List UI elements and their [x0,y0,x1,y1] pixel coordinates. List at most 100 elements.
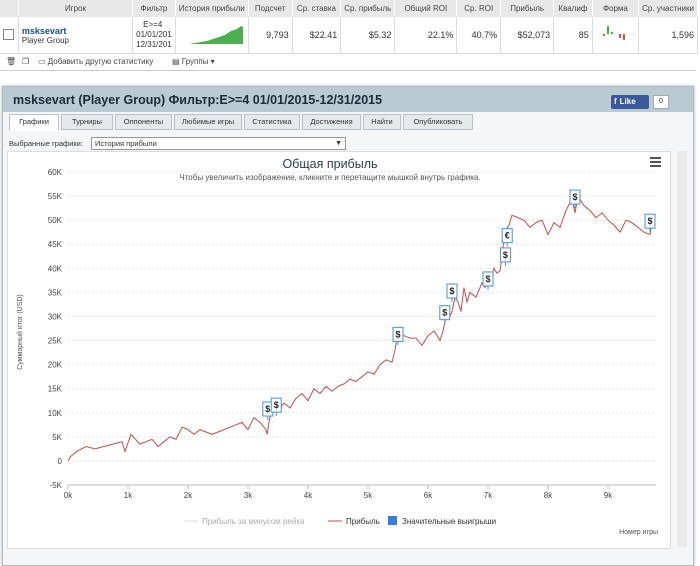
big-win-marker[interactable]: $ [569,189,581,209]
trash-icon[interactable]: 🗑 [6,57,17,66]
header-filter[interactable]: Фильтр [132,0,176,17]
add-stats-button[interactable]: ▭ Добавить другую статистику [38,57,154,66]
header-avg-entrants[interactable]: Ср. участники [638,0,698,17]
header-avg-stake[interactable]: Ср. ставка [292,0,342,17]
avg-roi-value: 40.7% [456,17,502,54]
big-win-marker[interactable]: $ [270,397,282,417]
player-name-link[interactable]: msksevart [21,25,67,36]
legend-item-wins[interactable]: Значительные выигрыши [402,517,496,526]
add-stats-label: Добавить другую статистику [47,57,154,66]
copy-icon[interactable]: ❐ [22,57,30,66]
x-tick-label: 4k [304,491,313,500]
y-tick-label: 60K [48,168,63,177]
tab-achievements[interactable]: Достижения [302,114,361,130]
profit-chart-container[interactable]: Общая прибыль Чтобы увеличить изображени… [7,151,671,549]
header-player[interactable]: Игрок [18,0,134,17]
filter-line: 01/01/201 [136,30,172,39]
x-tick-label: 7k [484,491,493,500]
y-tick-label: 10K [48,409,63,418]
tab-statistics[interactable]: Статистика [244,114,300,130]
fb-like-button[interactable]: f Like [611,95,649,109]
big-win-label: $ [442,308,447,318]
big-win-marker[interactable]: $ [439,305,451,324]
x-tick-label: 1k [124,491,133,500]
x-tick-label: 5k [364,491,373,500]
filter-cell: E>=4 01/01/201 12/31/201 [132,17,176,54]
header-form[interactable]: Форма [592,0,640,17]
chart-subtitle: Чтобы увеличить изображение, кликните и … [179,173,480,182]
form-bars [599,26,636,40]
y-tick-label: 15K [48,385,63,394]
player-panel: msksevart (Player Group) Фильтр:E>=4 01/… [2,86,694,566]
y-tick-label: 0 [58,457,63,466]
tab-publish[interactable]: Опубликовать [403,114,473,130]
qualif-value: 85 [553,17,593,54]
tab-find[interactable]: Найти [363,114,401,130]
profit-chart[interactable]: Общая прибыль Чтобы увеличить изображени… [8,152,670,548]
y-tick-label: 50K [48,216,63,225]
y-tick-label: 5K [52,433,62,442]
y-tick-label: 30K [48,312,63,321]
header-total-roi[interactable]: Общий ROI [394,0,458,17]
stats-header-row: Игрок Фильтр История прибыли Подсчет Ср.… [0,0,698,17]
big-win-marker[interactable]: € [501,228,513,247]
groups-label: Группы [181,57,209,66]
y-tick-label: -5K [50,481,63,490]
total-roi-value: 22.1% [394,17,458,54]
y-tick-label: 35K [48,288,63,297]
big-win-label: $ [395,329,400,339]
filter-line: 12/31/201 [136,40,172,49]
big-win-label: $ [485,274,490,284]
chevron-down-icon: ▼ [335,140,342,147]
big-win-marker[interactable]: $ [446,283,458,303]
big-win-label: $ [647,216,652,226]
y-tick-label: 40K [48,264,63,273]
y-axis-ticks: -5K 0 5K 10K 15K 20K 25K 30K 35K 40K 45K 50K 55K 60K [48,168,63,490]
profit-history-sparkline[interactable] [175,17,249,54]
row-checkbox[interactable] [3,28,14,40]
menu-icon[interactable] [650,157,661,167]
panel-title: msksevart (Player Group) Фильтр:E>=4 01/… [13,93,383,107]
tab-opponents[interactable]: Оппоненты [115,114,172,130]
big-win-marker[interactable]: $ [644,213,656,233]
big-win-label: $ [503,250,508,260]
y-tick-label: 20K [48,361,63,370]
stats-table: Игрок Фильтр История прибыли Подсчет Ср.… [0,0,698,54]
big-win-label: $ [449,286,454,296]
big-win-label: $ [265,404,270,414]
profit-value: $52,073 [500,17,555,54]
x-axis-label: Номер игры [619,529,658,536]
header-count[interactable]: Подсчет [248,0,293,17]
legend-item-rake[interactable]: Прибыль за минусом рейка [202,517,305,526]
header-avg-roi[interactable]: Ср. ROI [456,0,502,17]
profit-line [67,194,654,462]
chart-legend: Прибыль за минусом рейка Прибыль Значите… [184,516,496,526]
chart-select[interactable]: История прибыли ▼ [91,137,346,150]
x-tick-label: 9k [604,491,613,500]
big-win-marker[interactable]: $ [392,326,404,346]
avg-profit-value: $5.32 [340,17,396,54]
tab-charts[interactable]: Графики [9,114,59,131]
header-profit[interactable]: Прибыль [500,0,555,17]
groups-button[interactable]: ▤ Группы ▾ [172,57,215,66]
big-win-label: $ [274,400,279,410]
x-tick-label: 0k [64,491,73,500]
y-axis-label: Суммарный итог (USD) [16,294,24,370]
form-sparkline [592,17,640,54]
header-qualif[interactable]: Квалиф [553,0,593,17]
tab-tournaments[interactable]: Турниры [61,114,113,130]
header-profit-history[interactable]: История прибыли [175,0,249,17]
chart-grid [68,171,656,486]
legend-swatch-wins [388,516,397,525]
avg-entrants-value: 1,596 [638,17,698,54]
legend-item-profit[interactable]: Прибыль [346,517,380,526]
scrollbar[interactable] [677,151,687,547]
big-win-marker[interactable]: $ [499,247,511,266]
x-tick-label: 6k [424,491,433,500]
big-win-marker[interactable]: $ [482,271,494,290]
tab-favorite-games[interactable]: Любимые игры [174,114,242,130]
row-checkbox-cell[interactable] [0,17,19,54]
table-row: msksevart Player Group E>=4 01/01/201 12… [0,17,698,54]
header-avg-profit[interactable]: Ср. прибыль [340,0,396,17]
x-axis-ticks: 0k 1k 2k 3k 4k 5k 6k 7k 8k 9k [64,484,656,500]
